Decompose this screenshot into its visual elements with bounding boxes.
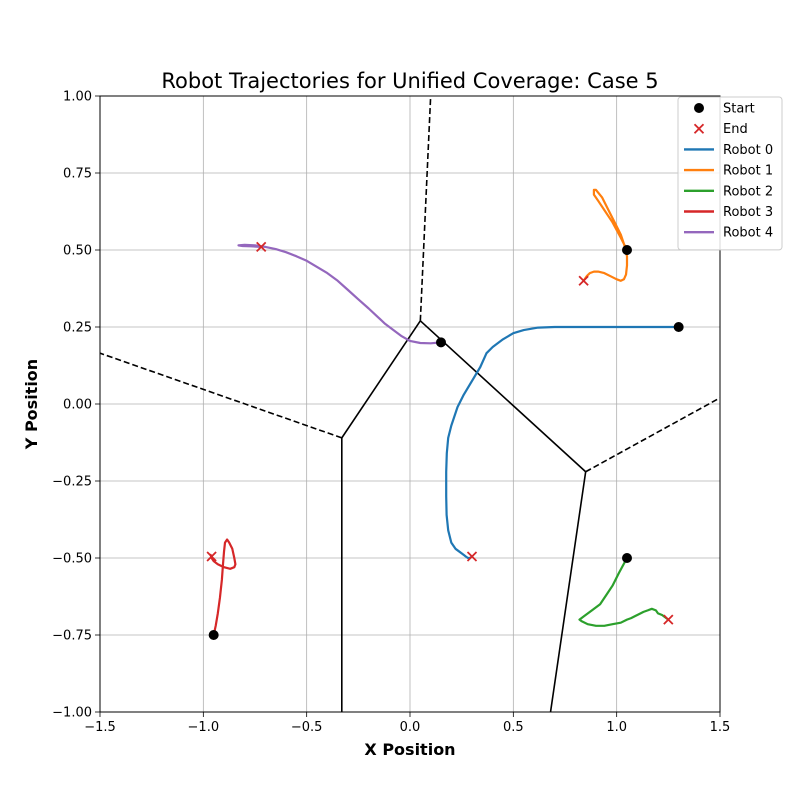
y-tick-label: 0.50: [63, 244, 92, 259]
legend-robot-3-label: Robot 3: [723, 205, 773, 220]
legend-robot-1-label: Robot 1: [723, 164, 773, 179]
robot-1-start-marker: [622, 245, 632, 255]
robot-2-start-marker: [622, 553, 632, 563]
partition-edge-dashed: [99, 352, 343, 439]
x-tick-label: −1.5: [84, 720, 116, 735]
robot-1-trajectory: [582, 188, 629, 282]
y-tick-label: 0.25: [63, 321, 92, 336]
robot-4-start-marker: [436, 337, 446, 348]
partition-edge-solid: [549, 471, 587, 713]
y-axis-label: Y Position: [22, 359, 41, 450]
y-tick-label: −0.50: [52, 552, 92, 567]
legend-end-label: End: [723, 122, 748, 137]
legend-start-label: Start: [723, 102, 755, 117]
x-tick-label: −0.5: [291, 720, 323, 735]
y-tick-label: 0.75: [63, 167, 92, 182]
x-tick-label: −1.0: [188, 720, 220, 735]
y-tick-label: 1.00: [63, 90, 92, 105]
legend: Start End Robot 0 Robot 1 Robot 2 Robot 3 Robo…: [677, 96, 783, 251]
robot-4-trajectory: [237, 243, 443, 345]
y-tick-label: −0.75: [52, 629, 92, 644]
partition-edge-dashed: [585, 397, 721, 473]
x-tick-label: 1.0: [606, 720, 627, 735]
robot-0-end-marker: [466, 551, 478, 562]
robot-3-trajectory: [209, 538, 237, 637]
series-group: [209, 188, 680, 637]
robot-2-end-marker: [663, 614, 674, 625]
start-end-markers: [206, 241, 684, 640]
x-axis-label: X Position: [364, 740, 455, 759]
y-tick-label: −1.00: [52, 706, 92, 721]
legend-robot-0-label: Robot 0: [723, 143, 773, 158]
legend-end-swatch: [693, 123, 705, 134]
y-tick-label: 0.00: [63, 398, 92, 413]
x-axis-ticks: −1.5 −1.0 −0.5 0.0 0.5 1.0 1.5: [84, 712, 730, 735]
partition-edge-solid: [419, 320, 587, 473]
robot-2-trajectory: [578, 556, 670, 627]
x-tick-label: 0.0: [400, 720, 421, 735]
y-axis-ticks: −1.00 −0.75 −0.50 −0.25 0.00 0.25 0.50 0.75 1.00: [52, 90, 100, 721]
robot-4-end-marker: [256, 241, 267, 253]
robot-1-end-marker: [578, 275, 589, 286]
legend-robot-4-label: Robot 4: [723, 226, 773, 241]
robot-0-start-marker: [673, 322, 684, 332]
partition-edge-dashed: [419, 95, 432, 321]
chart-title: Robot Trajectories for Unified Coverage:…: [161, 69, 658, 93]
x-tick-label: 0.5: [503, 720, 524, 735]
robot-3-start-marker: [208, 630, 219, 640]
legend-robot-2-label: Robot 2: [723, 184, 773, 199]
y-tick-label: −0.25: [52, 475, 92, 490]
robot-3-end-marker: [206, 551, 217, 562]
x-tick-label: 1.5: [710, 720, 731, 735]
robot-0-trajectory: [445, 325, 680, 560]
legend-start-swatch: [694, 103, 704, 113]
